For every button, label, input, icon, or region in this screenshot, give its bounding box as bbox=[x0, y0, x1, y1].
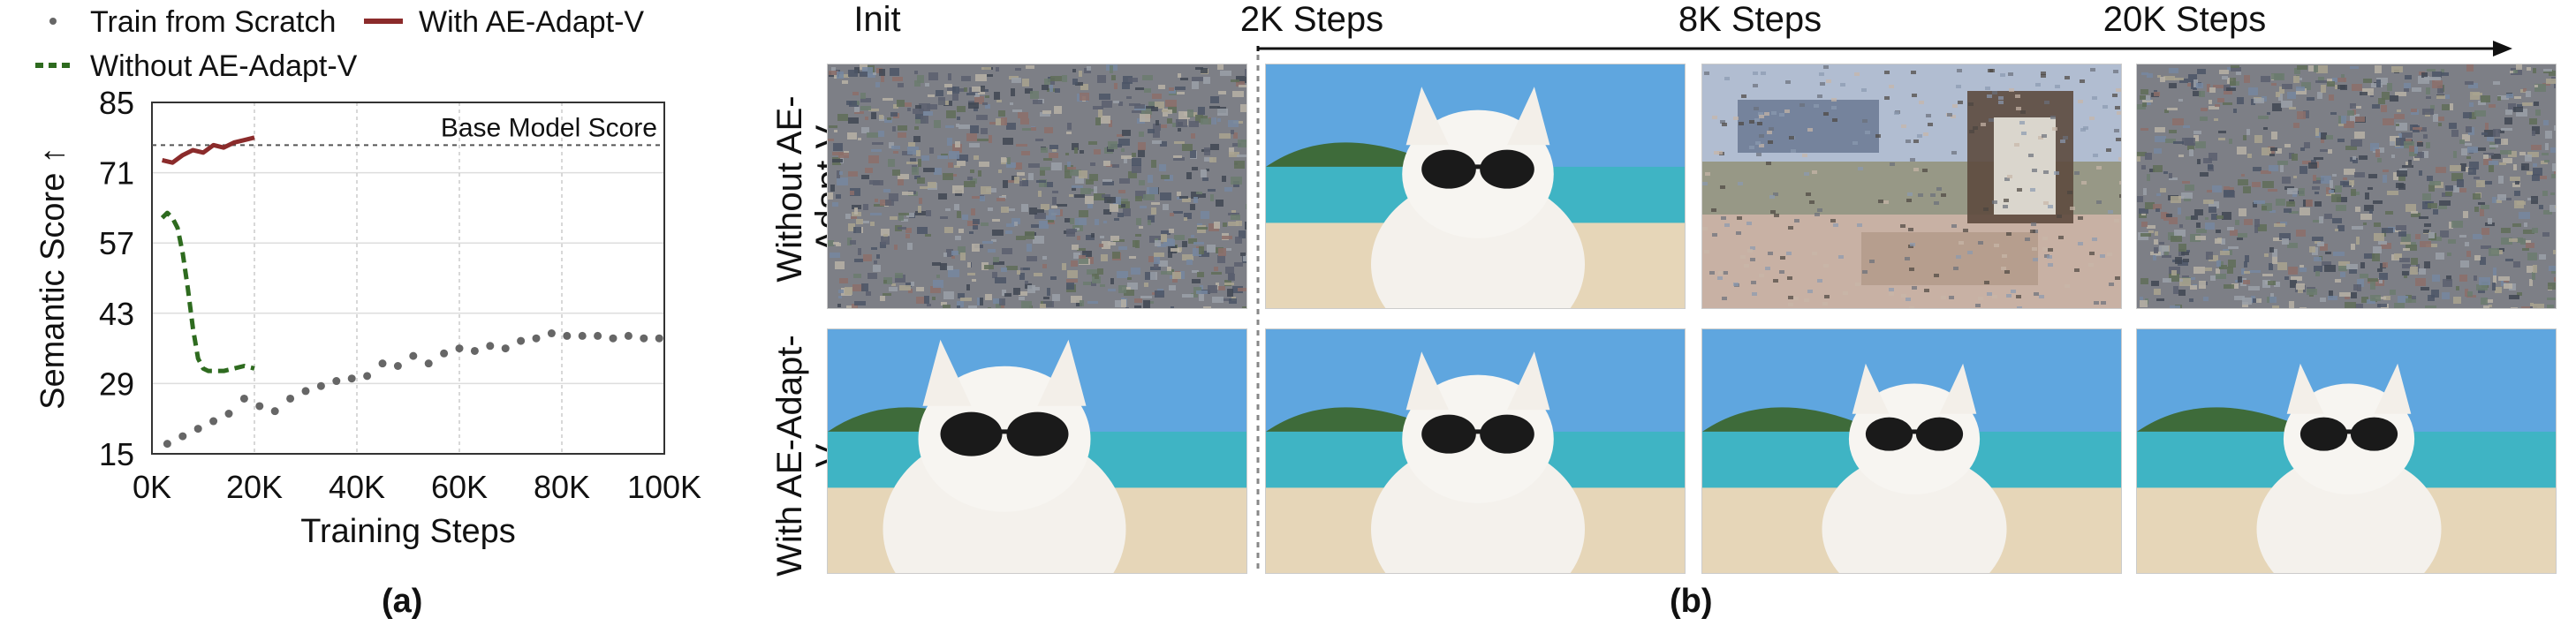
x-tick-label: 60K bbox=[431, 469, 488, 505]
scratch-data-point bbox=[609, 334, 617, 343]
reference-line-label: Base Model Score bbox=[441, 113, 657, 142]
scratch-data-point bbox=[163, 440, 171, 449]
scratch-data-point bbox=[286, 394, 295, 403]
panel-b: Init 2K Steps 8K Steps 20K Steps Without… bbox=[724, 0, 2576, 641]
x-tick-label: 100K bbox=[627, 469, 701, 505]
scratch-data-point bbox=[224, 410, 233, 419]
scratch-data-point bbox=[624, 331, 633, 340]
scratch-data-point bbox=[563, 331, 572, 340]
column-header-20k: 20K Steps bbox=[2102, 0, 2267, 39]
image-with-col2 bbox=[1701, 328, 2122, 574]
column-header-init: Init bbox=[853, 0, 901, 39]
image-with-col3 bbox=[2136, 328, 2557, 574]
scratch-data-point bbox=[301, 387, 310, 396]
scratch-data-point bbox=[640, 334, 648, 343]
scratch-data-point bbox=[547, 329, 556, 338]
x-tick-label: 80K bbox=[534, 469, 590, 505]
scratch-data-point bbox=[655, 334, 663, 343]
scratch-data-point bbox=[255, 402, 264, 411]
scratch-data-point bbox=[578, 331, 587, 340]
image-with-col0 bbox=[827, 328, 1247, 574]
scratch-data-point bbox=[501, 344, 510, 353]
scratch-data-point bbox=[332, 377, 341, 386]
panel-a-caption: (a) bbox=[382, 583, 423, 620]
y-axis-label: Semantic Score ↑ bbox=[34, 147, 72, 410]
image-without-col3 bbox=[2136, 64, 2557, 309]
scratch-data-point bbox=[409, 351, 418, 360]
scratch-data-point bbox=[316, 381, 325, 390]
legend-label: Without AE-Adapt-V bbox=[90, 49, 358, 83]
scratch-data-point bbox=[424, 359, 433, 368]
panel-b-caption: (b) bbox=[1670, 583, 1713, 620]
column-header-2k: 2K Steps bbox=[1239, 0, 1384, 39]
image-without-col2 bbox=[1701, 64, 2122, 309]
x-tick-label: 20K bbox=[226, 469, 283, 505]
x-tick-label: 40K bbox=[329, 469, 385, 505]
scratch-data-point bbox=[486, 342, 495, 351]
scratch-data-point bbox=[363, 372, 372, 381]
scratch-data-point bbox=[594, 331, 602, 340]
x-tick-label: 0K bbox=[133, 469, 171, 505]
y-tick-label: 29 bbox=[99, 366, 134, 402]
y-tick-label: 15 bbox=[99, 436, 134, 472]
y-tick-label: 85 bbox=[99, 85, 134, 121]
semantic-score-chart: 15 29 43 57 71 85 0K 20K 40K 60K 80K 100K Training S… bbox=[34, 5, 701, 550]
legend-label: Train from Scratch bbox=[90, 5, 336, 39]
image-without-col1 bbox=[1265, 64, 1686, 309]
legend-label: With AE-Adapt-V bbox=[419, 5, 644, 39]
with-ae-adapt-v-line bbox=[162, 135, 255, 165]
image-without-col0 bbox=[827, 64, 1247, 309]
scratch-data-point bbox=[209, 417, 218, 426]
without-ae-adapt-v-line bbox=[160, 210, 255, 373]
scratch-data-point bbox=[378, 359, 387, 368]
scratch-data-point bbox=[270, 407, 279, 416]
scratch-data-point bbox=[393, 362, 402, 370]
scratch-data-point bbox=[347, 374, 356, 383]
plot-frame bbox=[151, 102, 665, 455]
scratch-data-point bbox=[239, 394, 248, 403]
scratch-data-point bbox=[178, 432, 187, 441]
legend-marker-dotted bbox=[49, 18, 57, 25]
panel-a: 15 29 43 57 71 85 0K 20K 40K 60K 80K 100K Training S… bbox=[0, 0, 724, 641]
column-header-8k: 8K Steps bbox=[1678, 0, 1822, 39]
scratch-data-point bbox=[470, 346, 479, 355]
image-with-col1 bbox=[1265, 328, 1686, 574]
scratch-data-point bbox=[193, 425, 202, 434]
scratch-data-point bbox=[440, 349, 449, 358]
y-tick-label: 71 bbox=[99, 155, 134, 192]
y-tick-label: 57 bbox=[99, 225, 134, 261]
scratch-data-point bbox=[532, 334, 541, 343]
x-axis-label: Training Steps bbox=[300, 513, 516, 550]
y-tick-label: 43 bbox=[99, 296, 134, 332]
scratch-data-point bbox=[455, 344, 464, 353]
scratch-data-point bbox=[517, 336, 526, 345]
